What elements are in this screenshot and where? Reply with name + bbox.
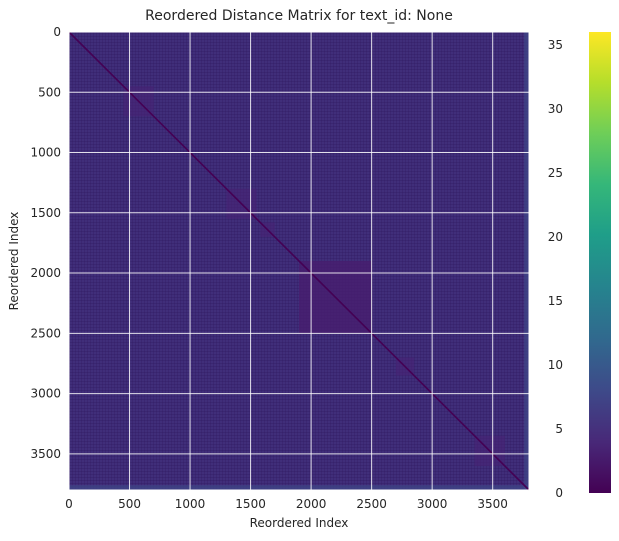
- y-axis-label: Reordered Index: [7, 212, 21, 311]
- y-tick-label: 3000: [30, 387, 61, 401]
- colorbar-tick-label: 35: [548, 38, 563, 52]
- heatmap-plot-area: [68, 31, 530, 491]
- edge-band-bottom: [69, 485, 529, 490]
- diagonal-line: [68, 31, 530, 491]
- y-axis-ticks: 0 500 1000 1500 2000 2500 3000 3500: [30, 25, 61, 461]
- x-tick-label: 3500: [477, 497, 508, 511]
- x-tick-label: 500: [118, 497, 141, 511]
- y-tick-label: 500: [38, 85, 61, 99]
- edge-band-right: [524, 32, 529, 490]
- x-tick-label: 2000: [296, 497, 327, 511]
- y-tick-label: 3500: [30, 447, 61, 461]
- colorbar-gradient: [589, 32, 611, 493]
- x-tick-label: 0: [65, 497, 73, 511]
- x-tick-label: 1000: [175, 497, 206, 511]
- colorbar-tick-label: 10: [548, 358, 563, 372]
- colorbar-tick-label: 25: [548, 166, 563, 180]
- colorbar-tick-label: 15: [548, 294, 563, 308]
- chart-title: Reordered Distance Matrix for text_id: N…: [145, 8, 453, 24]
- y-tick-label: 0: [53, 25, 61, 39]
- y-tick-label: 1000: [30, 146, 61, 160]
- colorbar-ticks: 0 5 10 15 20 25 30 35: [548, 38, 563, 500]
- y-tick-label: 1500: [30, 206, 61, 220]
- x-tick-label: 1500: [235, 497, 266, 511]
- x-axis-label: Reordered Index: [250, 516, 349, 530]
- colorbar-tick-label: 5: [555, 422, 563, 436]
- grid-lines: [69, 32, 529, 490]
- colorbar: 0 5 10 15 20 25 30 35: [548, 32, 611, 500]
- y-tick-label: 2000: [30, 266, 61, 280]
- plot-frame: [68, 31, 530, 491]
- x-tick-label: 2500: [356, 497, 387, 511]
- colorbar-tick-label: 0: [555, 486, 563, 500]
- x-axis-ticks: 0 500 1000 1500 2000 2500 3000 3500: [65, 497, 508, 511]
- colorbar-tick-label: 30: [548, 102, 563, 116]
- x-tick-label: 3000: [417, 497, 448, 511]
- colorbar-tick-label: 20: [548, 230, 563, 244]
- y-tick-label: 2500: [30, 326, 61, 340]
